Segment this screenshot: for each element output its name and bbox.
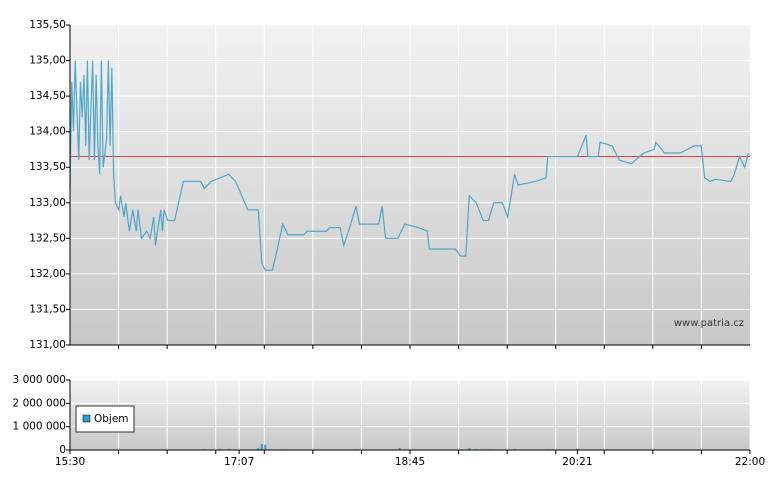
volume-bar [260,444,263,450]
x-tick-label: 18:45 [395,456,425,468]
y-tick-label: 1 000 000 [13,421,66,433]
y-tick-label: 132,50 [29,232,66,244]
y-tick-label: 2 000 000 [13,397,66,409]
x-tick-label: 15:30 [55,456,85,468]
y-tick-label: 131,00 [29,339,66,351]
x-tick-label: 22:00 [735,456,765,468]
volume-bar [257,448,260,450]
volume-bar [218,448,221,450]
y-tick-label: 134,00 [29,126,66,138]
y-tick-label: 133,50 [29,161,66,173]
legend-label: Objem [94,413,129,425]
x-tick-label: 17:07 [224,456,254,468]
y-tick-label: 135,00 [29,55,66,67]
y-tick-label: 132,00 [29,268,66,280]
y-tick-label: 135,50 [29,19,66,31]
volume-bar [576,448,579,450]
volume-bar [468,448,471,450]
x-tick-label: 20:21 [562,456,592,468]
legend-swatch [82,414,91,423]
watermark: www.patria.cz [674,318,744,329]
volume-bar [398,447,401,450]
volume-bar [264,444,267,450]
y-tick-label: 133,00 [29,197,66,209]
y-tick-label: 131,50 [29,303,66,315]
y-tick-label: 134,50 [29,90,66,102]
price-line [69,60,749,271]
y-tick-label: 0 [59,444,66,456]
volume-bar [227,448,230,450]
y-tick-label: 3 000 000 [13,374,66,386]
